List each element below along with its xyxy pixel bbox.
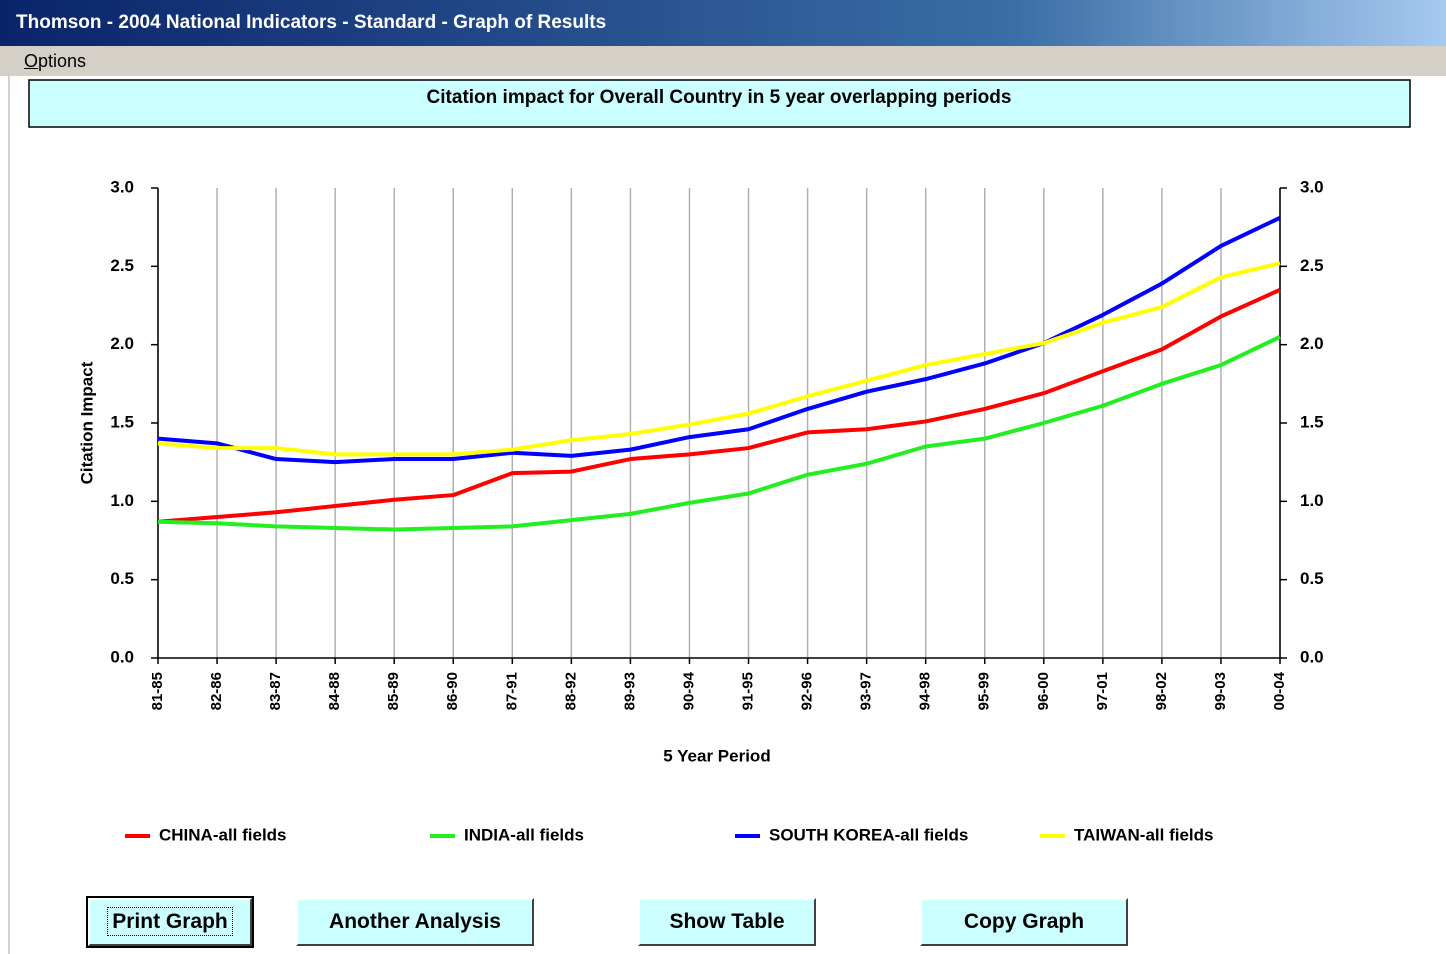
x-tick-label: 93-97 — [858, 672, 875, 710]
y-tick-label: 0.0 — [110, 647, 134, 666]
y2-tick-label: 2.5 — [1300, 256, 1324, 275]
x-tick-label: 92-96 — [799, 672, 816, 710]
x-tick-label: 96-00 — [1035, 672, 1052, 710]
series-line — [157, 261, 1281, 457]
menu-item[interactable]: Options — [24, 51, 87, 71]
show-table-button[interactable]: Show Table — [638, 898, 816, 946]
x-tick-label: 87-91 — [503, 672, 520, 710]
y-tick-label: 0.5 — [110, 569, 134, 588]
y-tick-label: 2.0 — [110, 334, 134, 353]
x-tick-label: 97-01 — [1094, 672, 1111, 710]
another-analysis-button[interactable]: Another Analysis — [296, 898, 534, 946]
y-axis-label: Citation Impact — [77, 361, 96, 484]
x-tick-label: 82-86 — [208, 672, 225, 710]
x-tick-label: 89-93 — [621, 672, 638, 710]
series-line — [157, 335, 1281, 532]
legend-label: TAIWAN-all fields — [1074, 825, 1213, 844]
y-tick-label: 3.0 — [110, 177, 134, 196]
legend-label: SOUTH KOREA-all fields — [769, 825, 968, 844]
x-tick-label: 84-88 — [326, 672, 343, 710]
x-tick-label: 99-03 — [1212, 672, 1229, 710]
x-tick-label: 81-85 — [149, 672, 166, 710]
x-tick-label: 00-04 — [1271, 671, 1288, 710]
x-tick-label: 90-94 — [680, 671, 697, 710]
x-axis-label: 5 Year Period — [663, 746, 770, 765]
x-tick-label: 91-95 — [739, 672, 756, 710]
window-edge — [8, 76, 10, 954]
legend-label: CHINA-all fields — [159, 825, 287, 844]
x-tick-label: 86-90 — [444, 672, 461, 710]
chart-title-box — [28, 79, 1411, 128]
x-tick-label: 83-87 — [267, 672, 284, 710]
y-tick-label: 1.5 — [110, 412, 134, 431]
x-tick-label: 98-02 — [1153, 672, 1170, 710]
menu-bar: Options — [0, 46, 1446, 76]
y2-tick-label: 3.0 — [1300, 177, 1324, 196]
y-tick-label: 2.5 — [110, 256, 134, 275]
copy-graph-button[interactable]: Copy Graph — [920, 898, 1128, 946]
y2-tick-label: 1.0 — [1300, 491, 1324, 510]
x-tick-label: 94-98 — [917, 672, 934, 710]
y2-tick-label: 2.0 — [1300, 334, 1324, 353]
series-line — [157, 288, 1281, 524]
chart-title: Citation impact for Overall Country in 5… — [427, 87, 1012, 108]
y2-tick-label: 1.5 — [1300, 412, 1324, 431]
series-line — [157, 215, 1281, 465]
title-bar: Thomson - 2004 National Indicators - Sta… — [0, 0, 1446, 46]
print-graph-button[interactable]: Print Graph — [86, 896, 254, 948]
legend-label: INDIA-all fields — [464, 825, 584, 844]
x-tick-label: 85-89 — [385, 672, 402, 710]
y-tick-label: 1.0 — [110, 491, 134, 510]
y2-tick-label: 0.0 — [1300, 647, 1324, 666]
y2-tick-label: 0.5 — [1300, 569, 1324, 588]
x-tick-label: 88-92 — [562, 672, 579, 710]
x-tick-label: 95-99 — [976, 672, 993, 710]
